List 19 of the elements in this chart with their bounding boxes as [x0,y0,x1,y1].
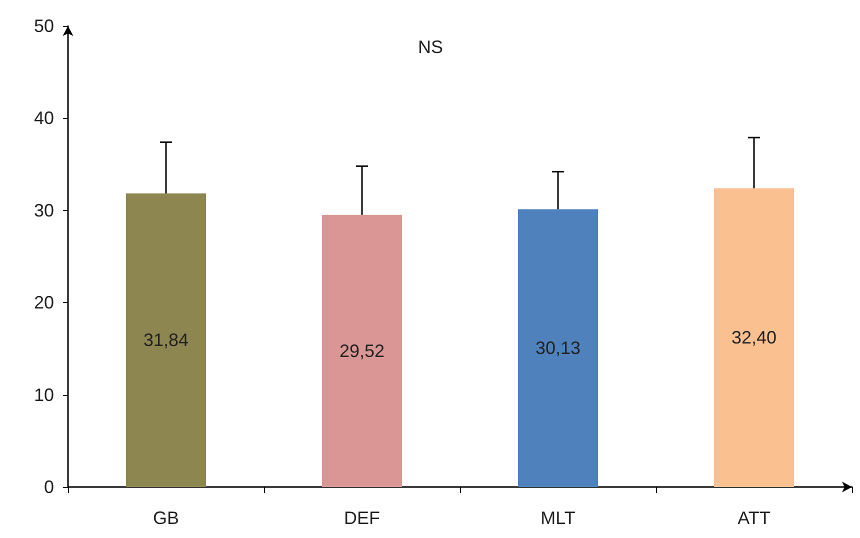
y-tick-label: 10 [34,384,54,405]
bar [714,188,794,487]
y-tick-label: 0 [44,477,54,497]
x-tick-label: MLT [540,508,576,528]
data-label: 30,13 [535,338,581,358]
data-label: 31,84 [143,330,189,350]
x-tick-label: GB [152,508,180,528]
bar [126,193,206,487]
bar [518,209,598,487]
x-tick-label: DEF [344,508,380,528]
data-label: 29,52 [339,340,385,361]
y-tick-label: 40 [34,108,54,128]
x-tick-label: ATT [738,508,770,528]
annotation: NS [418,37,444,57]
data-label: 32,40 [731,328,777,348]
y-tick-label: 50 [34,16,54,36]
y-tick-label: 30 [34,200,54,220]
bar [322,214,402,487]
y-tick-label: 20 [34,292,54,313]
